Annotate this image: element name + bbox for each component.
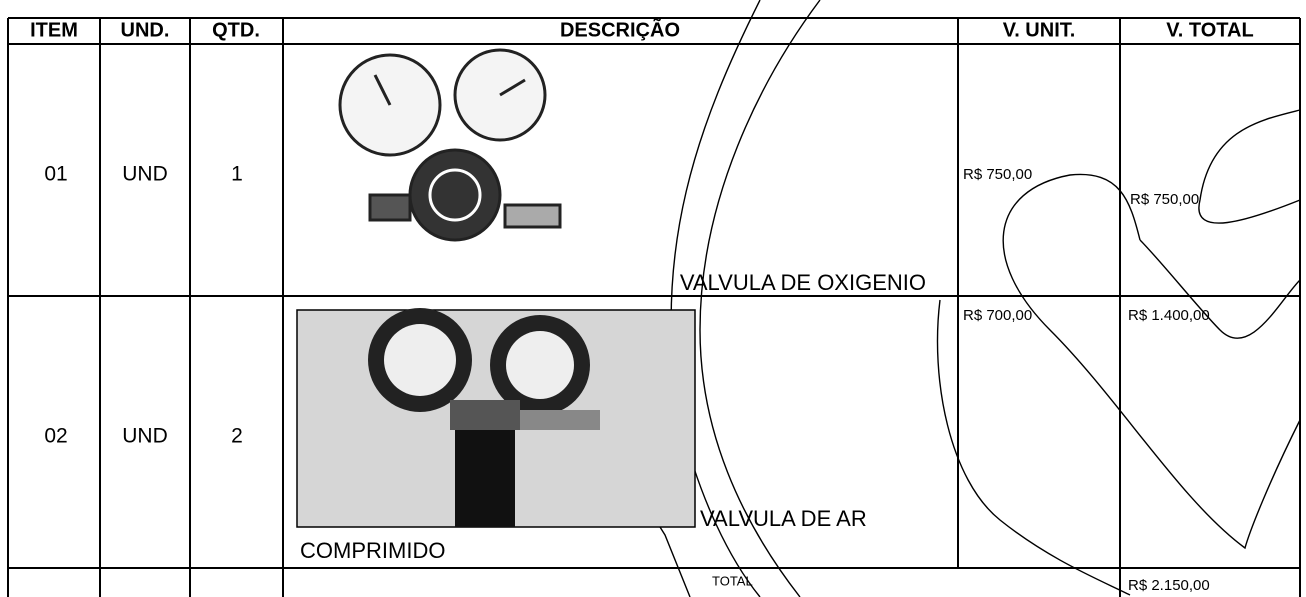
- column-header: V. UNIT.: [1003, 19, 1076, 41]
- total-value: R$ 2.150,00: [1128, 577, 1210, 594]
- total-label: TOTAL: [712, 573, 753, 588]
- total-price: R$ 1.400,00: [1128, 307, 1210, 324]
- quantity: 1: [231, 163, 243, 186]
- item-number: 01: [44, 163, 67, 186]
- unit: UND: [122, 425, 168, 448]
- image-oxygen-valve: [338, 48, 562, 242]
- description: COMPRIMIDO: [300, 538, 445, 563]
- table-grid: [7, 17, 1301, 597]
- column-header: QTD.: [212, 19, 260, 41]
- image-air-valve: [296, 308, 696, 528]
- unit-price: R$ 700,00: [963, 307, 1032, 324]
- column-header: V. TOTAL: [1166, 19, 1253, 41]
- column-header: UND.: [121, 19, 170, 41]
- column-header: ITEM: [30, 19, 78, 41]
- description: VALVULA DE AR: [700, 506, 867, 531]
- quantity: 2: [231, 425, 243, 448]
- description: VALVULA DE OXIGENIO: [680, 270, 926, 295]
- item-number: 02: [44, 425, 67, 448]
- column-header: DESCRIÇÃO: [560, 18, 680, 41]
- unit: UND: [122, 163, 168, 186]
- total-price: R$ 750,00: [1130, 191, 1199, 208]
- unit-price: R$ 750,00: [963, 166, 1032, 183]
